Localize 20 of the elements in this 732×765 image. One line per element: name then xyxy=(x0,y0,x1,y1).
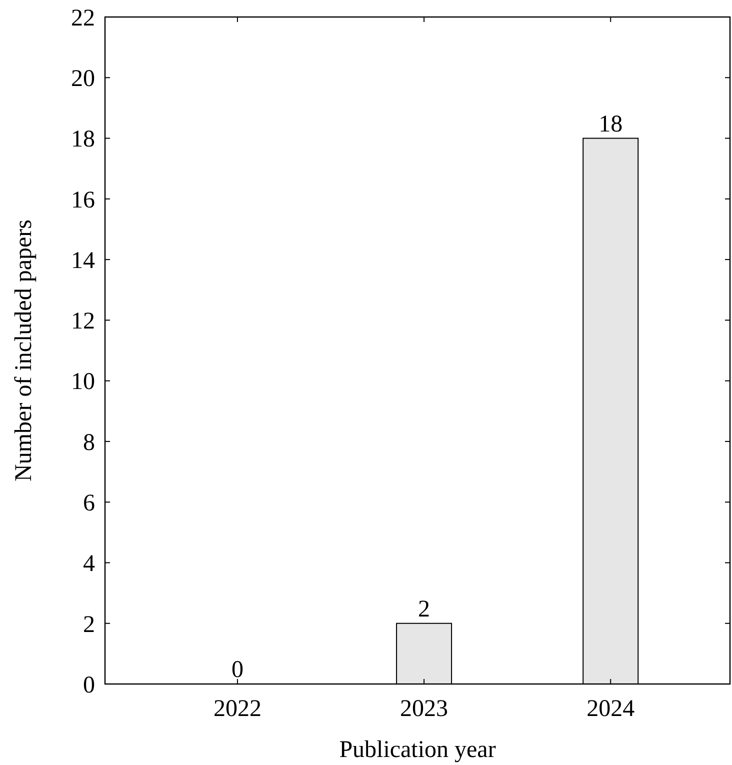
data-label: 2 xyxy=(418,596,430,622)
y-tick-label: 18 xyxy=(71,126,95,153)
y-tick-label: 20 xyxy=(71,66,95,92)
data-label: 18 xyxy=(598,111,623,138)
x-tick-label: 2023 xyxy=(400,696,448,722)
y-tick-label: 22 xyxy=(71,5,95,32)
x-tick-label: 2022 xyxy=(213,696,262,722)
y-tick-label: 2 xyxy=(83,612,95,638)
y-tick-label: 16 xyxy=(71,187,95,214)
y-tick-label: 6 xyxy=(83,490,95,516)
y-tick-label: 0 xyxy=(83,672,95,698)
x-axis-title: Publication year xyxy=(339,737,496,763)
y-tick-label: 8 xyxy=(83,430,95,456)
data-label: 0 xyxy=(231,657,244,683)
y-axis-title: Number of included papers xyxy=(11,220,37,482)
y-tick-label: 12 xyxy=(71,308,95,335)
y-tick-label: 14 xyxy=(71,248,95,274)
y-tick-label: 10 xyxy=(71,369,95,396)
x-tick-label: 2024 xyxy=(586,696,635,722)
y-tick-label: 4 xyxy=(83,551,95,578)
